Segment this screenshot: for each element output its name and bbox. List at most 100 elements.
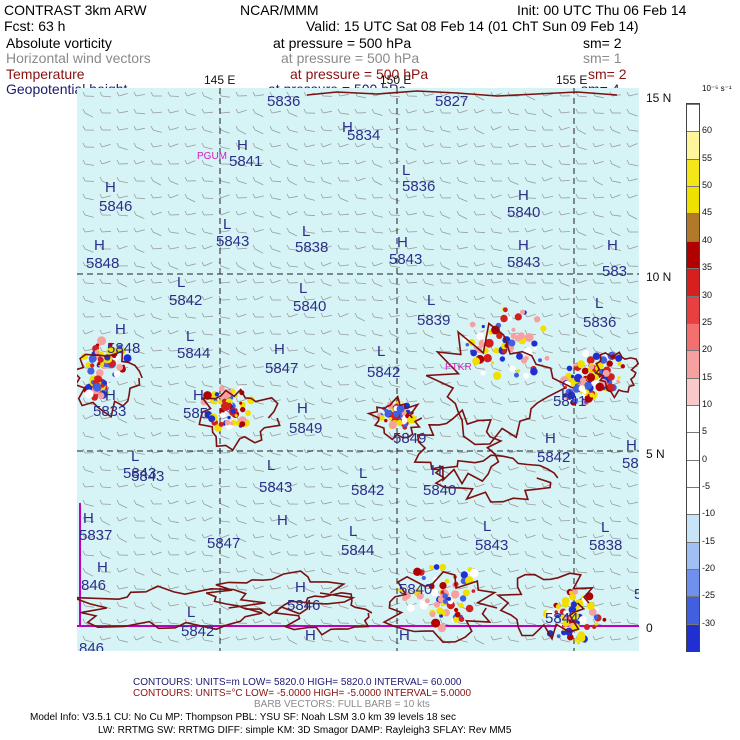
- wind-barb-flag: [524, 482, 528, 488]
- wind-barb-flag: [82, 210, 86, 216]
- wind-barb-flag: [252, 533, 256, 539]
- wind-barb: [441, 248, 451, 251]
- wind-barb-flag: [541, 482, 545, 488]
- wind-barb: [390, 350, 400, 354]
- wind-barb-flag: [235, 499, 239, 505]
- wind-barb-flag: [439, 125, 443, 131]
- wind-barb: [237, 146, 247, 150]
- wind-barb-flag: [558, 533, 562, 539]
- wind-barb: [441, 536, 451, 539]
- wind-barb: [237, 280, 247, 284]
- wind-barb-flag: [82, 176, 86, 182]
- wind-barb-flag: [184, 295, 188, 301]
- wind-barb: [169, 622, 179, 625]
- wind-barb-flag: [303, 108, 307, 114]
- wind-barb: [611, 129, 621, 134]
- wind-barb-flag: [439, 431, 443, 437]
- wind-barb: [288, 211, 298, 216]
- wind-barb: [356, 622, 366, 626]
- wind-barb: [390, 265, 400, 268]
- wind-barb-flag: [184, 91, 188, 97]
- wind-barb-flag: [150, 397, 154, 403]
- wind-barb-flag: [592, 499, 596, 505]
- vorticity-patch: [481, 324, 485, 329]
- wind-barb-flag: [201, 601, 205, 607]
- wind-barb-flag: [354, 210, 358, 216]
- wind-barb: [594, 469, 604, 473]
- wind-barb: [424, 214, 434, 217]
- wind-barb: [611, 638, 621, 641]
- vorticity-patch: [413, 567, 422, 576]
- wind-barb-flag: [371, 159, 375, 165]
- wind-barb-flag: [473, 431, 477, 437]
- wind-barb-flag: [609, 329, 613, 335]
- wind-barb: [169, 500, 179, 505]
- wind-barb: [220, 316, 230, 319]
- wind-barb: [203, 129, 213, 133]
- wind-barb: [237, 588, 247, 591]
- wind-barb: [118, 605, 128, 609]
- wind-barb: [356, 571, 366, 575]
- wind-barb: [305, 639, 315, 643]
- init-time: Init: 00 UTC Thu 06 Feb 14: [517, 2, 687, 18]
- vorticity-patch: [491, 361, 495, 365]
- wind-barb-flag: [116, 635, 120, 641]
- vorticity-patch: [592, 352, 601, 360]
- wind-barb-flag: [439, 193, 443, 199]
- wind-barb-flag: [201, 312, 205, 318]
- wind-barb: [101, 554, 111, 559]
- wind-barb-flag: [541, 142, 545, 148]
- wind-barb-flag: [218, 414, 222, 420]
- lat-label-15n: 15 N: [646, 91, 672, 105]
- wind-barb-flag: [575, 244, 579, 250]
- wind-barb: [305, 163, 315, 166]
- wind-barb-flag: [218, 193, 222, 199]
- wind-barb-flag: [405, 431, 409, 437]
- wind-barb-flag: [252, 448, 256, 454]
- height-label: 5844: [341, 542, 375, 559]
- wind-barb-flag: [405, 329, 409, 335]
- wind-barb-flag: [150, 380, 154, 386]
- wind-barb-flag: [184, 312, 188, 318]
- wind-barb-flag: [320, 176, 324, 182]
- wind-barb-flag: [507, 465, 511, 471]
- wind-barb-flag: [116, 227, 120, 233]
- wind-barb: [220, 350, 230, 356]
- wind-barb-flag: [371, 108, 375, 114]
- temperature-contour: [205, 570, 356, 617]
- wind-barb: [458, 95, 468, 101]
- wind-barb-flag: [354, 380, 358, 386]
- wind-barb: [526, 129, 536, 132]
- wind-barb: [543, 112, 553, 118]
- wind-barb: [169, 110, 179, 114]
- vorticity-patch: [439, 582, 447, 590]
- wind-barb: [611, 144, 621, 148]
- wind-barb-flag: [82, 227, 86, 233]
- wind-barb: [407, 195, 417, 199]
- wind-barb-flag: [626, 227, 630, 233]
- wind-barb: [492, 281, 502, 284]
- wind-barb: [84, 230, 94, 233]
- wind-barb-flag: [371, 567, 375, 573]
- wind-barb: [152, 129, 162, 133]
- wind-barb-flag: [524, 397, 528, 403]
- wind-barb: [169, 265, 179, 270]
- wind-barb-flag: [456, 431, 460, 437]
- wind-barb-flag: [405, 193, 409, 199]
- wind-barb-flag: [592, 193, 596, 199]
- wind-barb-flag: [490, 227, 494, 233]
- wind-barb-flag: [626, 516, 630, 522]
- wind-barb: [322, 605, 332, 609]
- wind-barb-flag: [99, 346, 103, 352]
- colorbar-segment: [687, 541, 699, 571]
- low-marker: L: [595, 295, 604, 312]
- wind-barb: [492, 571, 502, 576]
- wind-barb-flag: [422, 414, 426, 420]
- wind-barb-flag: [439, 550, 443, 556]
- vorticity-patch: [115, 355, 120, 360]
- wind-barb: [424, 282, 434, 286]
- wind-barb-flag: [626, 567, 630, 573]
- wind-barb: [84, 554, 95, 557]
- wind-barb: [424, 110, 434, 114]
- wind-barb-flag: [320, 499, 324, 505]
